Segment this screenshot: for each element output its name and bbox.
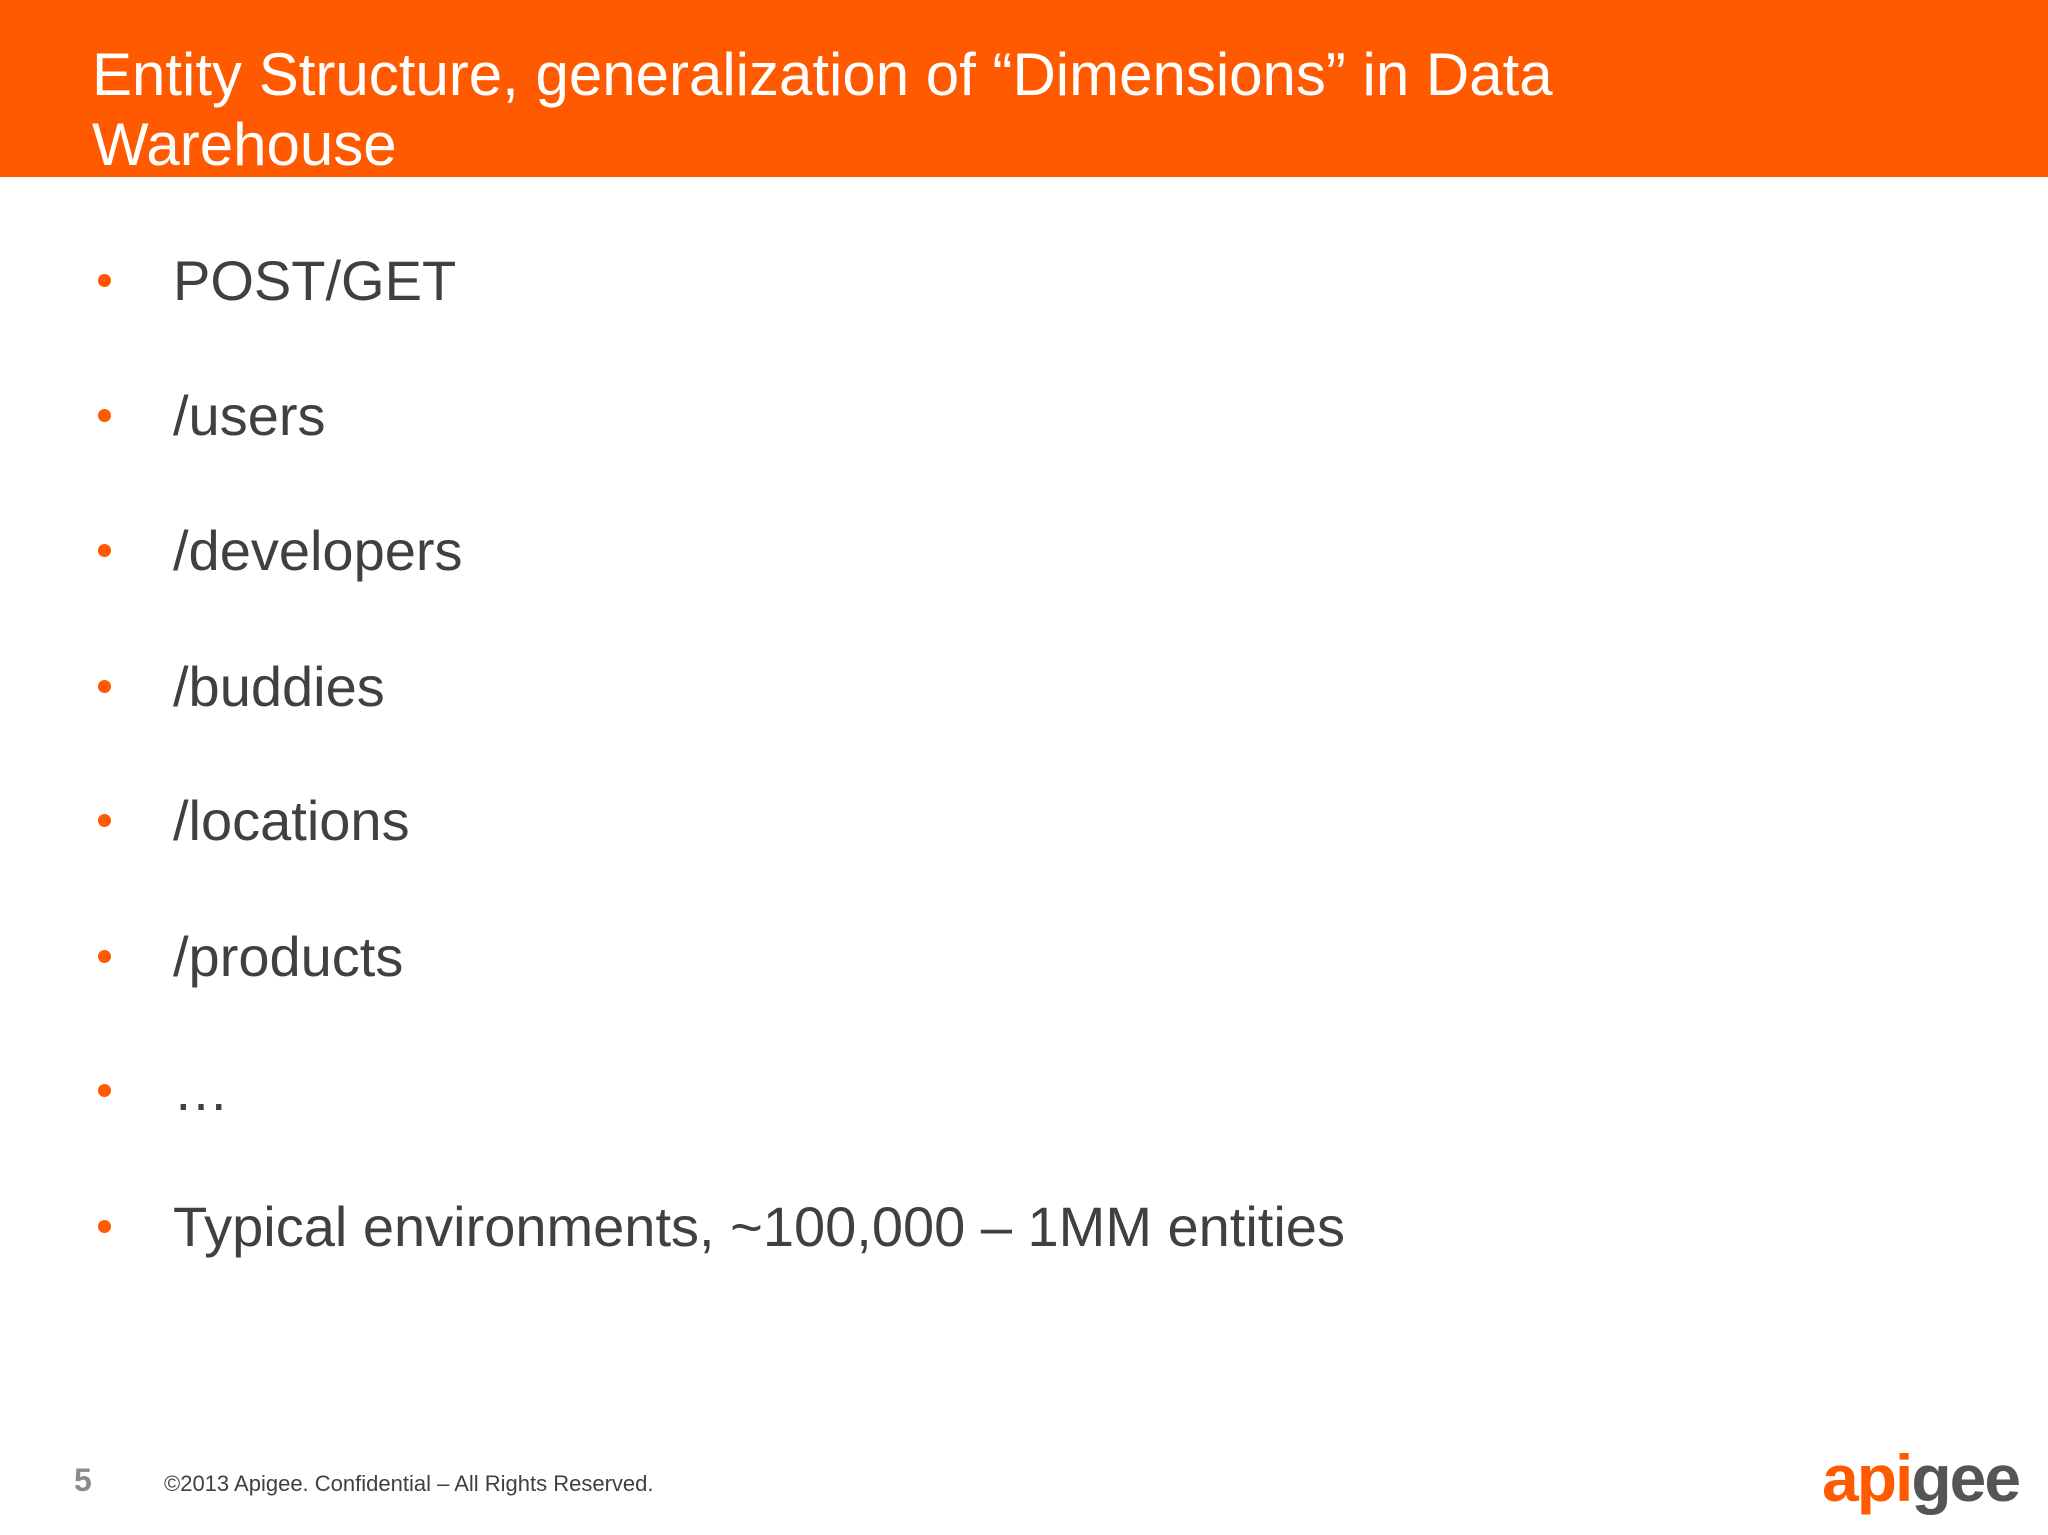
bullet-item: /developers [0,516,1800,586]
bullet-text: /users [173,384,326,447]
bullet-text: /buddies [173,655,385,718]
title-bar: Entity Structure, generalization of “Dim… [0,0,2048,178]
bullet-dot-icon [98,680,111,693]
logo-part-gee: gee [1911,1445,2019,1515]
bullet-text: /locations [173,789,410,852]
bullet-text: Typical environments, ~100,000 – 1MM ent… [173,1195,1345,1258]
bullet-item: … [0,1056,1800,1126]
apigee-logo: apigee [1822,1445,2021,1515]
bullet-dot-icon [98,409,111,422]
bullet-dot-icon [98,274,111,287]
bullet-text: /products [173,925,404,988]
bullet-text: … [173,1059,229,1122]
apigee-logo-wordmark: apigee [1822,1445,2019,1515]
bullet-item: /buddies [0,652,1800,722]
bullet-item: POST/GET [0,246,1800,316]
bullet-item: Typical environments, ~100,000 – 1MM ent… [0,1192,1800,1262]
bullet-item: /users [0,381,1800,451]
bullet-dot-icon [98,544,111,557]
copyright-footer: ©2013 Apigee. Confidential – All Rights … [164,1471,654,1496]
logo-part-api: api [1822,1445,1911,1515]
slide-title: Entity Structure, generalization of “Dim… [92,41,1553,178]
page-number: 5 [74,1462,92,1498]
bullet-dot-icon [98,814,111,827]
bullet-item: /locations [0,786,1800,856]
bullet-text: /developers [173,519,463,582]
bullet-text: POST/GET [173,249,457,312]
bullet-dot-icon [98,950,111,963]
bullet-item: /products [0,922,1800,992]
bullet-dot-icon [98,1084,111,1097]
bullet-dot-icon [98,1220,111,1233]
